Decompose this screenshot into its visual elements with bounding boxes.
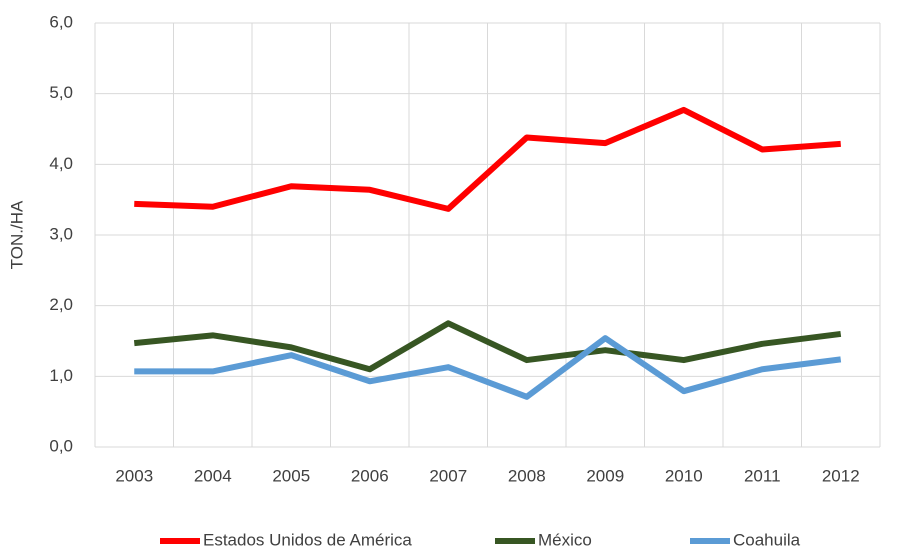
y-tick-label: 0,0	[49, 436, 73, 455]
x-tick-label: 2004	[194, 466, 232, 485]
legend-label: Coahuila	[733, 530, 801, 549]
y-axis-label: TON./HA	[7, 200, 26, 269]
y-tick-label: 6,0	[49, 12, 73, 31]
x-tick-label: 2003	[115, 466, 153, 485]
series-line	[134, 335, 842, 400]
x-tick-label: 2012	[822, 466, 860, 485]
legend-label: México	[538, 530, 592, 549]
y-tick-label: 5,0	[49, 83, 73, 102]
x-tick-label: 2005	[272, 466, 310, 485]
x-tick-label: 2007	[429, 466, 467, 485]
x-tick-label: 2009	[586, 466, 624, 485]
y-tick-label: 3,0	[49, 224, 73, 243]
x-tick-label: 2006	[351, 466, 389, 485]
legend-label: Estados Unidos de América	[203, 530, 412, 549]
y-tick-label: 4,0	[49, 154, 73, 173]
x-tick-label: 2010	[665, 466, 703, 485]
x-tick-label: 2008	[508, 466, 546, 485]
y-tick-label: 2,0	[49, 295, 73, 314]
y-tick-label: 1,0	[49, 366, 73, 385]
series-line	[133, 320, 842, 373]
series-line	[134, 106, 841, 212]
x-tick-label: 2011	[744, 466, 781, 485]
